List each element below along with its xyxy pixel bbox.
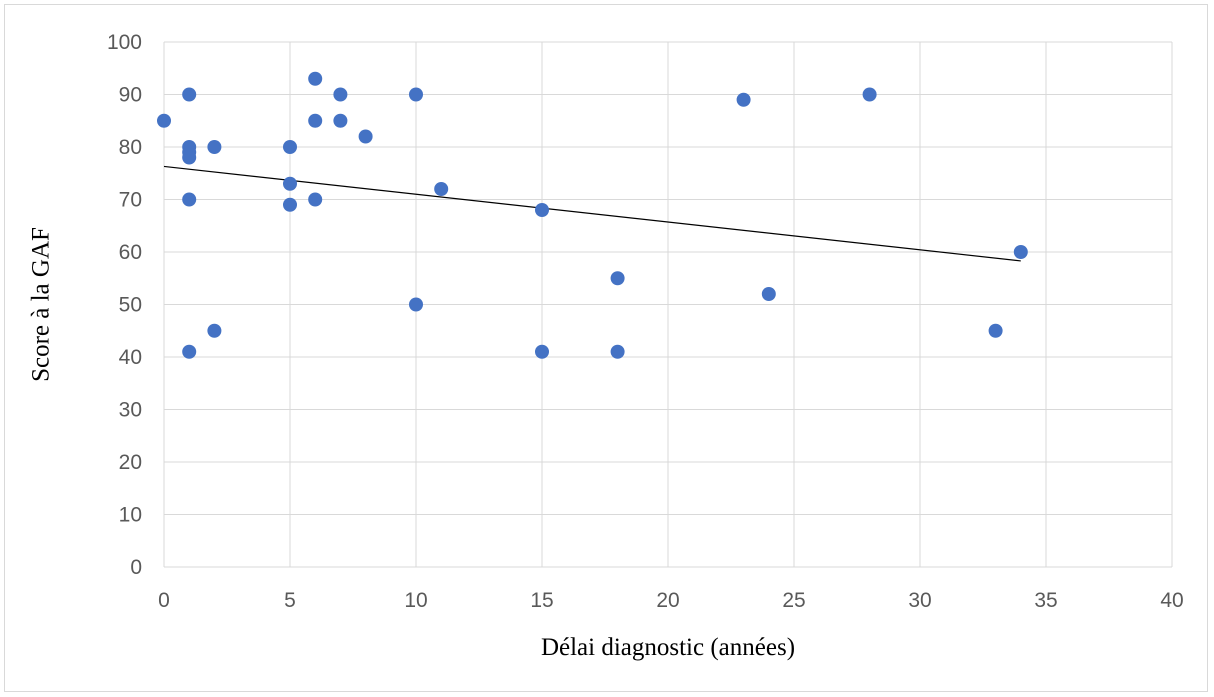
y-tick-label: 90 (119, 84, 142, 107)
data-point (761, 287, 776, 301)
x-tick-label: 40 (1160, 589, 1183, 612)
data-point (308, 71, 323, 86)
data-point (610, 271, 625, 286)
y-tick-label: 20 (119, 451, 142, 474)
chart-frame: 0 10 20 30 40 50 60 70 80 90 100 0 5 10 15 20 25 30 35 40 … (4, 4, 1208, 692)
data-point (207, 140, 222, 154)
y-tick-label: 50 (119, 294, 142, 317)
data-point (409, 87, 423, 102)
data-point (409, 297, 423, 312)
data-point (862, 87, 877, 102)
data-point (535, 203, 549, 217)
data-point (182, 192, 197, 207)
y-tick-label: 60 (119, 241, 142, 264)
data-point (434, 182, 449, 196)
data-point (182, 150, 197, 165)
x-tick-label: 0 (158, 589, 170, 612)
data-point (736, 92, 751, 107)
data-point (308, 192, 323, 207)
data-point (535, 344, 549, 359)
data-point (1013, 245, 1028, 259)
data-point (988, 323, 1003, 338)
y-tick-label: 80 (119, 136, 142, 159)
data-point (308, 113, 323, 128)
y-tick-label: 10 (119, 504, 142, 527)
data-point (610, 344, 625, 359)
data-point (182, 87, 197, 102)
data-point (333, 113, 348, 128)
data-point (182, 344, 197, 359)
y-tick-labels: 0 10 20 30 40 50 60 70 80 90 100 (107, 31, 142, 579)
data-point (333, 87, 348, 102)
x-tick-label: 30 (908, 589, 931, 612)
data-point (283, 197, 297, 212)
x-tick-labels: 0 5 10 15 20 25 30 35 40 (158, 589, 1184, 612)
data-point (157, 113, 171, 128)
data-point (283, 140, 297, 154)
data-point (358, 129, 373, 144)
y-tick-label: 100 (107, 31, 142, 54)
y-tick-label: 0 (130, 556, 142, 579)
data-point (207, 323, 222, 338)
data-point (283, 176, 297, 191)
trendline-layer (163, 165, 1021, 262)
trendline (163, 165, 1021, 262)
x-tick-label: 15 (530, 589, 553, 612)
y-axis-title: Score à la GAF (28, 227, 55, 382)
x-axis-title: Délai diagnostic (années) (541, 634, 795, 661)
x-tick-label: 35 (1034, 589, 1057, 612)
x-tick-label: 10 (404, 589, 427, 612)
x-tick-label: 25 (782, 589, 805, 612)
x-tick-label: 5 (284, 589, 296, 612)
x-tick-label: 20 (656, 589, 679, 612)
y-tick-label: 40 (119, 346, 142, 369)
data-points (157, 71, 1028, 359)
y-tick-label: 70 (119, 189, 142, 212)
y-tick-label: 30 (119, 399, 142, 422)
